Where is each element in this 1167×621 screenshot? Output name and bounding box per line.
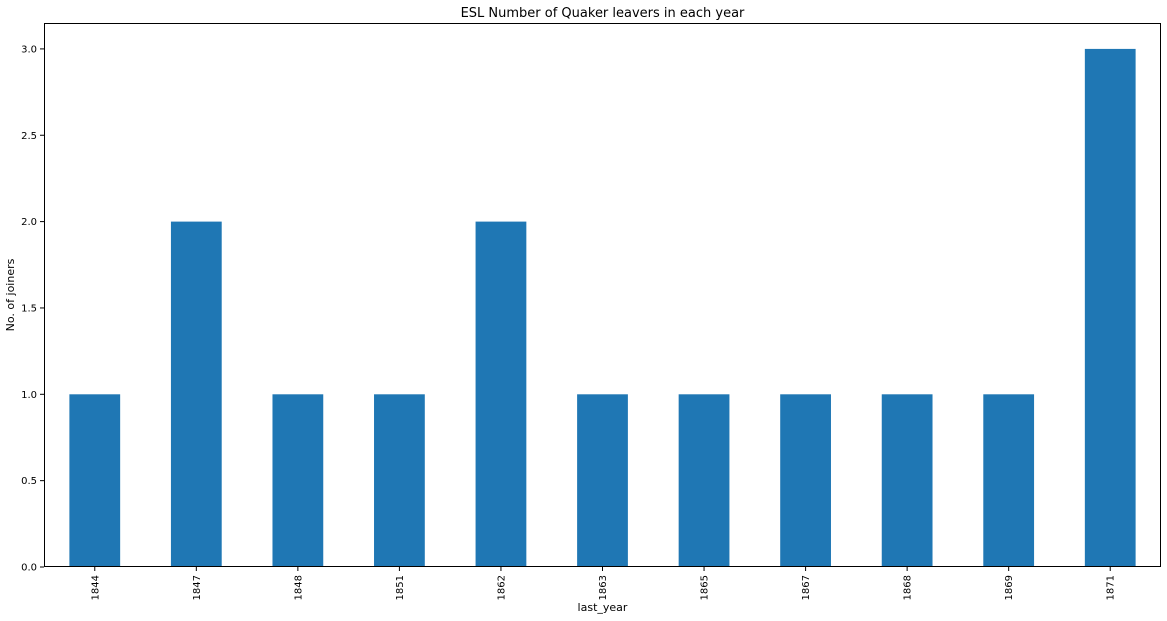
y-tick-label: 1.5 (21, 303, 37, 314)
y-axis-label: No. of joiners (4, 258, 17, 331)
bar-1844 (69, 394, 121, 567)
bar-1851 (374, 394, 425, 567)
bar-1871 (1084, 48, 1136, 567)
x-tick-label: 1844 (90, 575, 101, 600)
x-tick-label: 1848 (293, 575, 304, 600)
x-tick-label: 1868 (903, 575, 914, 600)
x-tick-label: 1863 (598, 575, 609, 600)
y-tick-label: 1.0 (21, 390, 37, 401)
bar-1867 (780, 394, 831, 567)
y-tick-label: 2.0 (21, 217, 37, 228)
y-tick-label: 3.0 (21, 44, 37, 55)
x-axis: 1844 1847 1848 1851 1862 1863 1865 1867 1868 1869… (90, 567, 1117, 600)
y-axis: 0.0 0.5 1.0 1.5 2.0 2.5 3.0 (21, 44, 44, 574)
x-tick-label: 1862 (496, 575, 507, 600)
chart-title: ESL Number of Quaker leavers in each yea… (461, 6, 745, 21)
x-tick-label: 1865 (700, 575, 711, 600)
x-tick-label: 1871 (1106, 575, 1117, 600)
bar-1869 (983, 394, 1035, 567)
bar-1868 (881, 394, 933, 567)
y-tick-label: 2.5 (21, 131, 37, 142)
bars-group (69, 48, 1136, 567)
x-axis-label: last_year (578, 601, 628, 614)
y-tick-label: 0.5 (21, 476, 37, 487)
x-tick-label: 1851 (395, 575, 406, 600)
x-tick-label: 1867 (801, 575, 812, 600)
x-tick-label: 1847 (192, 575, 203, 600)
bar-1848 (272, 394, 324, 567)
bar-1863 (577, 394, 628, 567)
plot-frame (44, 23, 1161, 567)
bar-1862 (475, 221, 527, 567)
bar-1847 (170, 221, 222, 567)
y-tick-label: 0.0 (21, 563, 37, 574)
x-tick-label: 1869 (1004, 575, 1015, 600)
bar-1865 (678, 394, 730, 567)
